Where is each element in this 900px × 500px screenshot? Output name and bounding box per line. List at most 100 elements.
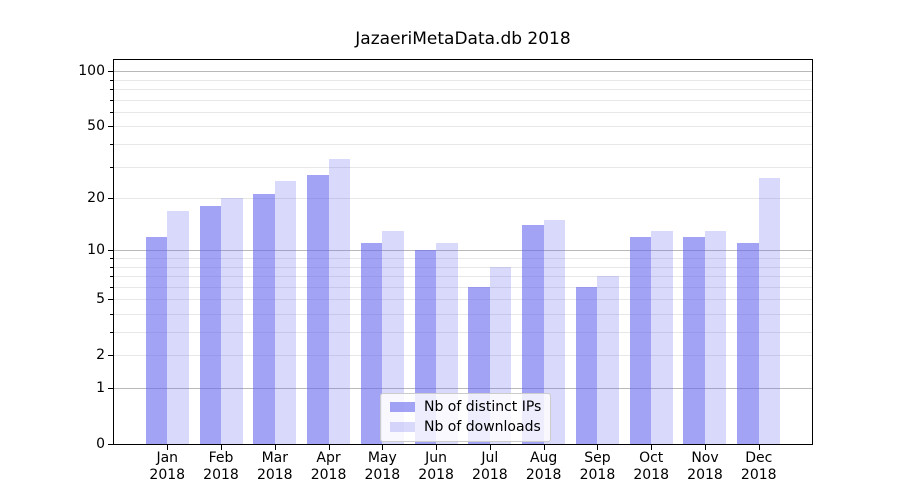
x-tick-label-feb: Feb 2018: [191, 450, 251, 484]
x-tick-month-sep: Sep: [584, 450, 611, 466]
y-minor-tick-mark-7: [110, 276, 113, 278]
plot-area: Nb of distinct IPs Nb of downloads: [113, 59, 813, 445]
y-tick-label-5: 5: [96, 291, 105, 308]
x-tick-label-apr: Apr 2018: [299, 450, 359, 484]
legend-item-downloads: Nb of downloads: [390, 419, 541, 435]
x-tick-year-nov: 2018: [687, 467, 723, 483]
y-minor-tick-mark-40: [110, 144, 113, 145]
y-tick-mark-2: [108, 355, 113, 357]
gridline-minor-30: [114, 166, 812, 168]
x-tick-month-jul: Jul: [481, 450, 499, 466]
y-tick-mark-1: [108, 388, 113, 389]
gridline-minor-6: [114, 286, 812, 288]
gridline-minor-5: [114, 299, 812, 301]
bar-distinct-ips-dec: [737, 243, 759, 444]
gridline-minor-20: [114, 198, 812, 200]
x-tick-mark-oct: [651, 445, 653, 450]
bar-downloads-feb: [221, 198, 243, 444]
gridline-minor-4: [114, 313, 812, 315]
legend-item-distinct-ips: Nb of distinct IPs: [390, 399, 541, 415]
x-tick-mark-jul: [489, 445, 491, 450]
bar-distinct-ips-apr: [307, 174, 329, 444]
x-tick-month-apr: Apr: [316, 450, 341, 466]
x-tick-year-jan: 2018: [149, 467, 186, 483]
x-tick-label-jan: Jan 2018: [137, 450, 197, 484]
y-tick-label-1: 1: [96, 380, 105, 396]
gridline-major-1: [114, 388, 812, 389]
x-tick-year-sep: 2018: [579, 467, 616, 483]
y-minor-tick-mark-80: [110, 89, 113, 90]
x-tick-label-dec: Dec 2018: [729, 450, 789, 484]
x-tick-mark-mar: [274, 445, 276, 450]
y-minor-tick-mark-3: [110, 332, 113, 333]
x-tick-label-mar: Mar 2018: [245, 450, 305, 484]
x-tick-month-jan: Jan: [156, 450, 179, 466]
bar-downloads-mar: [274, 180, 297, 444]
y-tick-mark-5: [108, 299, 113, 301]
y-tick-mark-20: [108, 198, 113, 200]
x-tick-year-apr: 2018: [310, 467, 347, 483]
x-tick-month-nov: Nov: [691, 450, 719, 466]
x-tick-mark-nov: [704, 445, 706, 450]
bar-downloads-dec: [758, 177, 781, 444]
gridlines-layer: [114, 60, 812, 444]
y-minor-tick-mark-70: [110, 99, 113, 101]
x-tick-label-jul: Jul 2018: [460, 450, 520, 484]
x-tick-mark-feb: [221, 445, 222, 450]
bar-downloads-sep: [597, 276, 619, 444]
y-tick-label-20: 20: [87, 190, 105, 207]
legend-label-distinct-ips: Nb of distinct IPs: [424, 399, 542, 415]
chart-title: JazaeriMetaData.db 2018: [355, 29, 571, 49]
gridline-minor-50: [114, 126, 812, 128]
x-tick-year-jul: 2018: [472, 467, 508, 483]
y-tick-mark-0: [108, 444, 113, 445]
gridline-minor-3: [114, 332, 812, 333]
x-tick-year-mar: 2018: [256, 467, 293, 483]
y-minor-tick-mark-30: [110, 166, 113, 168]
y-tick-mark-100: [108, 71, 113, 73]
y-minor-tick-mark-4: [110, 313, 113, 315]
bar-distinct-ips-nov: [683, 236, 705, 444]
x-tick-month-oct: Oct: [639, 450, 664, 466]
y-minor-tick-mark-8: [110, 266, 113, 268]
legend-swatch-distinct-ips-icon: [390, 402, 415, 412]
gridline-minor-90: [114, 79, 812, 81]
y-minor-tick-mark-9: [110, 257, 113, 259]
bar-downloads-jan: [167, 210, 189, 444]
x-tick-year-feb: 2018: [203, 467, 239, 483]
x-tick-year-may: 2018: [364, 467, 401, 483]
legend-swatch-downloads-icon: [390, 422, 415, 432]
x-tick-mark-jan: [167, 445, 169, 450]
gridline-minor-80: [114, 89, 812, 90]
x-tick-mark-aug: [543, 445, 545, 450]
bar-distinct-ips-feb: [199, 206, 221, 444]
legend-label-downloads: Nb of downloads: [424, 419, 541, 435]
y-tick-label-100: 100: [78, 63, 105, 80]
x-tick-label-oct: Oct 2018: [621, 450, 681, 484]
x-tick-label-jun: Jun 2018: [406, 450, 466, 484]
bar-downloads-apr: [328, 159, 351, 444]
x-tick-month-mar: Mar: [261, 450, 288, 466]
bar-downloads-aug: [543, 220, 566, 444]
y-tick-label-2: 2: [96, 347, 105, 364]
bar-distinct-ips-aug: [522, 225, 544, 444]
x-tick-mark-jun: [436, 445, 438, 450]
bars-layer: [114, 60, 812, 444]
y-minor-tick-mark-90: [110, 79, 113, 81]
x-tick-month-feb: Feb: [208, 450, 234, 466]
gridline-minor-9: [114, 257, 812, 259]
bar-distinct-ips-mar: [253, 194, 275, 444]
gridline-minor-60: [114, 111, 812, 113]
x-tick-year-oct: 2018: [633, 467, 670, 483]
gridline-minor-40: [114, 144, 812, 145]
x-tick-mark-dec: [758, 445, 760, 450]
x-tick-year-aug: 2018: [525, 467, 562, 483]
x-tick-label-aug: Aug 2018: [514, 450, 574, 484]
y-minor-tick-mark-60: [110, 111, 113, 113]
gridline-minor-7: [114, 276, 812, 278]
x-tick-year-dec: 2018: [740, 467, 777, 483]
x-tick-mark-may: [382, 445, 384, 450]
x-tick-month-may: May: [367, 450, 397, 466]
gridline-major-10: [114, 250, 812, 252]
gridline-minor-8: [114, 266, 812, 268]
